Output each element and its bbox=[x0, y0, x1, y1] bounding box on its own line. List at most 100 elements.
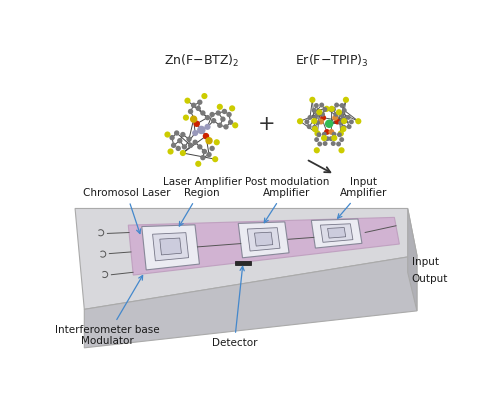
Text: Detector: Detector bbox=[212, 266, 257, 348]
Circle shape bbox=[195, 161, 201, 167]
Circle shape bbox=[201, 93, 207, 99]
Circle shape bbox=[320, 115, 326, 121]
Polygon shape bbox=[312, 219, 362, 248]
Circle shape bbox=[324, 106, 330, 112]
Circle shape bbox=[316, 109, 323, 115]
Polygon shape bbox=[153, 233, 189, 261]
Circle shape bbox=[171, 143, 176, 148]
Circle shape bbox=[323, 107, 327, 112]
Circle shape bbox=[217, 104, 223, 110]
Circle shape bbox=[312, 108, 316, 113]
Circle shape bbox=[168, 148, 174, 155]
Circle shape bbox=[316, 132, 322, 137]
Circle shape bbox=[192, 139, 198, 145]
Polygon shape bbox=[247, 228, 280, 251]
Circle shape bbox=[318, 119, 324, 124]
Circle shape bbox=[347, 124, 351, 129]
Text: +: + bbox=[258, 114, 276, 134]
Circle shape bbox=[331, 107, 336, 112]
Circle shape bbox=[202, 149, 207, 154]
Circle shape bbox=[193, 121, 200, 127]
Circle shape bbox=[184, 98, 191, 104]
Circle shape bbox=[338, 120, 343, 125]
Circle shape bbox=[203, 133, 209, 139]
Text: Zn(F$-$BTZ)$_2$: Zn(F$-$BTZ)$_2$ bbox=[164, 53, 239, 70]
Circle shape bbox=[228, 119, 233, 125]
Circle shape bbox=[323, 141, 327, 146]
Polygon shape bbox=[408, 209, 417, 311]
Circle shape bbox=[336, 142, 341, 146]
Circle shape bbox=[311, 118, 317, 124]
Circle shape bbox=[338, 147, 345, 153]
Circle shape bbox=[315, 112, 320, 117]
Circle shape bbox=[325, 136, 330, 141]
Circle shape bbox=[317, 142, 322, 146]
Circle shape bbox=[312, 125, 317, 130]
Circle shape bbox=[336, 109, 342, 115]
Circle shape bbox=[346, 115, 351, 120]
Circle shape bbox=[339, 137, 344, 142]
Circle shape bbox=[209, 112, 215, 117]
Circle shape bbox=[331, 141, 336, 146]
Circle shape bbox=[188, 143, 193, 148]
Circle shape bbox=[197, 99, 203, 105]
Text: Output: Output bbox=[411, 274, 448, 283]
Circle shape bbox=[190, 115, 197, 123]
Circle shape bbox=[186, 137, 192, 142]
Circle shape bbox=[313, 115, 318, 120]
Circle shape bbox=[333, 112, 338, 117]
Circle shape bbox=[342, 108, 347, 113]
Circle shape bbox=[182, 144, 187, 150]
Circle shape bbox=[195, 106, 201, 111]
Circle shape bbox=[212, 156, 218, 162]
Circle shape bbox=[191, 103, 196, 108]
Polygon shape bbox=[238, 222, 289, 258]
Circle shape bbox=[180, 150, 186, 156]
Circle shape bbox=[337, 132, 342, 137]
Circle shape bbox=[315, 120, 320, 125]
Circle shape bbox=[321, 135, 327, 141]
Circle shape bbox=[227, 112, 232, 117]
Circle shape bbox=[174, 130, 180, 136]
Circle shape bbox=[309, 97, 315, 103]
Circle shape bbox=[222, 109, 227, 114]
Circle shape bbox=[312, 126, 318, 132]
Circle shape bbox=[164, 131, 170, 138]
Circle shape bbox=[220, 117, 226, 122]
Text: Post modulation
Amplifier: Post modulation Amplifier bbox=[245, 177, 329, 222]
Circle shape bbox=[223, 124, 228, 130]
Polygon shape bbox=[320, 224, 353, 242]
Circle shape bbox=[314, 137, 319, 142]
Circle shape bbox=[334, 103, 339, 108]
Text: Interferometer base
Modulator: Interferometer base Modulator bbox=[55, 276, 160, 346]
Text: Input
Amplifier: Input Amplifier bbox=[337, 177, 387, 218]
Circle shape bbox=[192, 130, 198, 136]
Circle shape bbox=[349, 119, 354, 124]
Circle shape bbox=[307, 124, 312, 129]
Circle shape bbox=[328, 129, 334, 135]
Text: Laser Amplifier
Region: Laser Amplifier Region bbox=[163, 177, 241, 226]
Circle shape bbox=[328, 136, 334, 141]
Circle shape bbox=[216, 110, 221, 116]
Circle shape bbox=[319, 103, 324, 108]
Circle shape bbox=[176, 146, 181, 151]
Circle shape bbox=[320, 112, 325, 117]
Circle shape bbox=[232, 122, 238, 128]
Circle shape bbox=[331, 135, 337, 141]
Circle shape bbox=[188, 109, 193, 114]
Circle shape bbox=[205, 137, 213, 144]
Circle shape bbox=[169, 135, 175, 140]
Circle shape bbox=[355, 118, 361, 124]
Polygon shape bbox=[128, 217, 399, 275]
Circle shape bbox=[200, 155, 205, 160]
Circle shape bbox=[197, 126, 205, 134]
Circle shape bbox=[197, 144, 203, 150]
Circle shape bbox=[325, 119, 334, 128]
Circle shape bbox=[339, 112, 344, 117]
Circle shape bbox=[204, 124, 211, 130]
Circle shape bbox=[180, 132, 186, 137]
Circle shape bbox=[200, 110, 205, 116]
Circle shape bbox=[209, 146, 215, 151]
Bar bbox=[235, 261, 251, 265]
Polygon shape bbox=[160, 238, 181, 255]
